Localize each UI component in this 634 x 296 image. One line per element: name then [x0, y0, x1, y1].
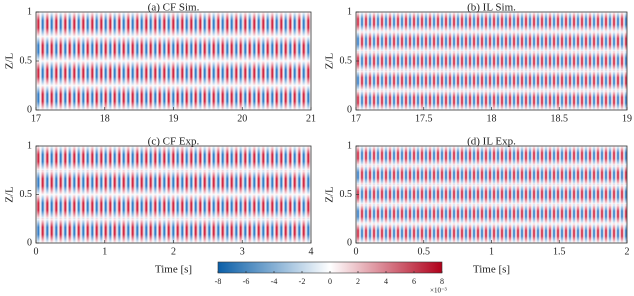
y-axis-label: Z/L [4, 186, 16, 203]
band-fade [356, 12, 627, 32]
colorbar-tick-label: 4 [384, 277, 388, 286]
x-tick-label: 18 [487, 113, 497, 124]
y-tick-label: 0 [347, 237, 352, 248]
x-tick-label: 19 [169, 113, 179, 124]
y-tick-label: 0.5 [340, 189, 353, 200]
x-tick-label: 0 [354, 246, 359, 257]
band-fade [356, 90, 627, 110]
x-axis-label: Time [s] [473, 264, 510, 276]
band-fade [356, 51, 627, 71]
x-tick-label: 20 [237, 113, 247, 124]
colorbar-tick-label: 6 [412, 277, 416, 286]
x-tick-label: 18 [100, 113, 110, 124]
y-tick-label: 1 [27, 140, 32, 151]
x-tick-label: 17.5 [415, 113, 433, 124]
y-tick-label: 0.5 [20, 55, 33, 66]
x-tick-label: 21 [306, 113, 316, 124]
band-fade [356, 223, 627, 243]
x-tick-label: 1 [102, 246, 107, 257]
band-fade [356, 31, 627, 52]
y-tick-label: 0.5 [340, 55, 353, 66]
band-fade [356, 204, 627, 224]
x-tick-label: 4 [309, 246, 314, 257]
colorbar-tick-label: 8 [440, 277, 444, 286]
y-axis-label: Z/L [324, 186, 336, 203]
colorbar-tick-label: -4 [271, 277, 278, 286]
x-axis-label: Time [s] [155, 264, 192, 276]
x-tick-label: 0.5 [418, 246, 431, 257]
x-tick-label: 2 [171, 246, 176, 257]
y-tick-label: 1 [347, 6, 352, 17]
y-tick-label: 0 [347, 104, 352, 115]
band-fade [356, 165, 627, 185]
panel-title: (c) CF Exp. [148, 136, 200, 148]
x-tick-label: 17 [31, 113, 41, 124]
band-fade [36, 36, 311, 61]
x-tick-label: 17 [351, 113, 361, 124]
band-fade [36, 146, 311, 171]
y-tick-label: 0 [27, 104, 32, 115]
band-fade [36, 85, 311, 110]
colorbar-tick-label: 0 [328, 277, 332, 286]
x-tick-label: 19 [622, 113, 632, 124]
x-tick-label: 0 [34, 246, 39, 257]
panel-title: (b) IL Sim. [467, 2, 516, 14]
y-tick-label: 1 [347, 140, 352, 151]
band-fade [36, 12, 311, 37]
band-fade [36, 194, 311, 219]
colorbar-tick-label: -2 [299, 277, 306, 286]
band-fade [36, 170, 311, 195]
band-fade [356, 184, 627, 205]
y-tick-label: 0 [27, 237, 32, 248]
colorbar-exponent: ×10⁻³ [430, 287, 447, 295]
x-tick-label: 1 [489, 246, 494, 257]
y-axis-label: Z/L [4, 52, 16, 69]
band-fade [36, 218, 311, 243]
y-tick-label: 1 [27, 6, 32, 17]
x-tick-label: 1.5 [553, 246, 566, 257]
x-tick-label: 3 [240, 246, 245, 257]
x-tick-label: 18.5 [551, 113, 569, 124]
colorbar-tick-label: -6 [243, 277, 250, 286]
colorbar-tick-label: -8 [215, 277, 222, 286]
band-fade [356, 146, 627, 166]
colorbar-tick-label: 2 [356, 277, 360, 286]
panel-title: (a) CF Sim. [148, 2, 200, 14]
panel-title: (d) IL Exp. [467, 136, 516, 148]
y-axis-label: Z/L [324, 52, 336, 69]
band-fade [356, 70, 627, 91]
band-fade [36, 61, 311, 86]
y-tick-label: 0.5 [20, 189, 33, 200]
x-tick-label: 2 [625, 246, 630, 257]
